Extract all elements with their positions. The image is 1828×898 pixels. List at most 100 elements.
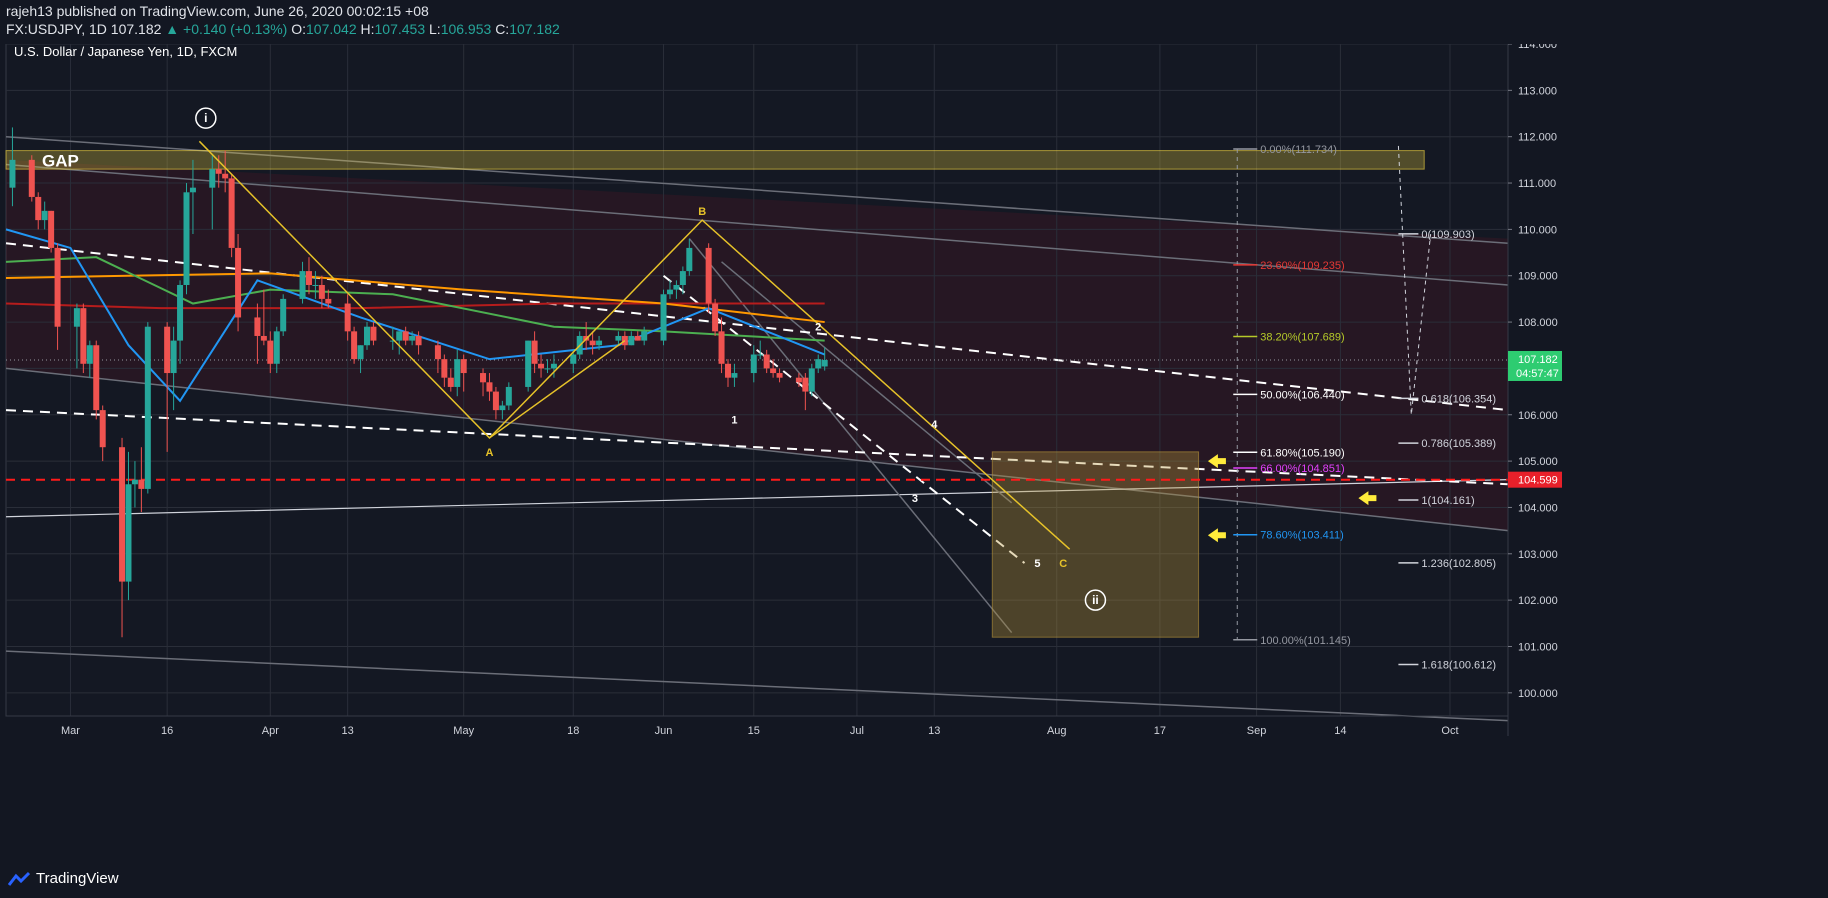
- trend-line: [5, 650, 1509, 722]
- moving-average-line: [5, 256, 825, 342]
- publish-line: rajeh13 published on TradingView.com, Ju…: [6, 3, 429, 19]
- candle-body: [131, 479, 138, 485]
- price-axis-label: 111.000: [1518, 178, 1556, 190]
- candle-body: [170, 340, 177, 374]
- candle-body: [215, 169, 222, 174]
- arrow-left-icon: [1207, 454, 1226, 469]
- fib-extension-label: 0.786(105.389): [1421, 438, 1496, 450]
- candle-body: [538, 363, 545, 369]
- candle-body: [770, 368, 777, 374]
- candle-body: [815, 359, 822, 369]
- candle-body: [499, 405, 506, 411]
- candle-body: [570, 354, 577, 364]
- moving-average-line: [5, 302, 825, 310]
- candle-body: [641, 331, 648, 341]
- time-axis-label: 13: [928, 725, 940, 737]
- open-label: O:: [291, 21, 306, 37]
- candle-body: [731, 373, 738, 378]
- price-axis-label: 114.000: [1518, 44, 1557, 51]
- wave-label: 1: [731, 414, 737, 426]
- candle-body: [718, 331, 725, 364]
- tradingview-logo[interactable]: TradingView: [8, 870, 119, 887]
- chart-title: U.S. Dollar / Japanese Yen, 1D, FXCM: [14, 44, 237, 59]
- candle-body: [750, 354, 757, 374]
- fib-retracement-label: 38.20%(107.689): [1260, 331, 1344, 343]
- candle-body: [318, 284, 325, 299]
- low-value: 106.953: [440, 21, 492, 37]
- fib-retracement-label: 100.00%(101.145): [1260, 635, 1351, 647]
- candle-body: [396, 331, 403, 341]
- wave-label: B: [698, 206, 706, 218]
- price-axis-label: 113.000: [1518, 85, 1557, 97]
- time-axis-label: 13: [342, 725, 354, 737]
- moving-average-line: [5, 272, 825, 324]
- price-chart[interactable]: GAP 0.00%(111.734) 23.60%(109.235) 38.20%(1…: [0, 44, 1828, 864]
- candle-body: [54, 247, 61, 327]
- wave-label: 5: [1034, 558, 1040, 570]
- candle-body: [666, 289, 673, 295]
- target-zone: [991, 451, 1200, 638]
- price-axis-label: 104.000: [1518, 502, 1558, 514]
- candle-body: [544, 368, 551, 370]
- candle-body: [447, 377, 454, 387]
- wave-label-circle: [195, 107, 217, 129]
- arrow-left-icon: [1358, 491, 1377, 506]
- candle-body: [357, 345, 364, 360]
- fib-extension-label: 1.236(102.805): [1421, 558, 1496, 570]
- price-axis-label: 101.000: [1518, 641, 1558, 653]
- candle-body: [525, 340, 532, 387]
- candle-body: [125, 484, 132, 582]
- price-axis-label: 112.000: [1518, 132, 1557, 144]
- time-axis-label: Jun: [655, 725, 673, 737]
- candle-body: [363, 326, 370, 346]
- support-price-tag: [1508, 471, 1562, 488]
- arrow-left-icon: [1207, 528, 1226, 543]
- candle-body: [183, 192, 190, 285]
- bar-countdown: 04:57:47: [1516, 368, 1559, 380]
- candle-body: [763, 354, 770, 369]
- candle-body: [802, 377, 809, 392]
- author-name[interactable]: rajeh13: [6, 3, 53, 19]
- candle-body: [73, 308, 80, 327]
- gap-zone-label: GAP: [42, 152, 79, 171]
- candle-body: [41, 210, 48, 221]
- candle-body: [673, 284, 680, 290]
- fib-retracement-label: 66.00%(104.851): [1260, 463, 1344, 475]
- candle-body: [686, 247, 693, 272]
- trend-line: [721, 261, 1013, 504]
- candle-body: [724, 363, 731, 378]
- candle-body: [351, 331, 358, 360]
- close-label: C:: [495, 21, 510, 37]
- candle-body: [9, 159, 16, 188]
- price-axis-label: 106.000: [1518, 410, 1558, 422]
- candle-body: [628, 335, 635, 346]
- published-text: published on TradingView.com, June 26, 2…: [56, 3, 429, 19]
- wave-label: 3: [912, 493, 918, 505]
- candle-body: [93, 345, 100, 411]
- candle-body: [99, 410, 106, 448]
- time-axis-label: Oct: [1441, 725, 1458, 737]
- candle-body: [821, 359, 828, 367]
- candle-body: [615, 335, 622, 341]
- candle-body: [679, 271, 686, 285]
- price-change: +0.140 (+0.13%): [183, 21, 288, 37]
- candle-body: [415, 335, 422, 346]
- candle-body: [589, 340, 596, 346]
- low-label: L:: [429, 21, 441, 37]
- candle-body: [712, 303, 719, 332]
- fib-retracement-label: 50.00%(106.440): [1260, 389, 1344, 401]
- time-axis-label: Sep: [1247, 725, 1267, 737]
- candle-body: [235, 247, 242, 318]
- candle-body: [280, 298, 287, 332]
- candle-body: [299, 271, 306, 299]
- fib-retracement-label: 78.60%(103.411): [1260, 530, 1344, 542]
- candle-body: [254, 317, 261, 336]
- candle-body: [441, 359, 448, 378]
- change-up-icon: ▲: [165, 21, 180, 37]
- fib-retracement-label: 61.80%(105.190): [1260, 447, 1344, 459]
- wave-label: ii: [1092, 593, 1099, 607]
- candle-body: [460, 359, 467, 374]
- time-axis-label: 18: [567, 725, 579, 737]
- wave-label: i: [204, 111, 207, 125]
